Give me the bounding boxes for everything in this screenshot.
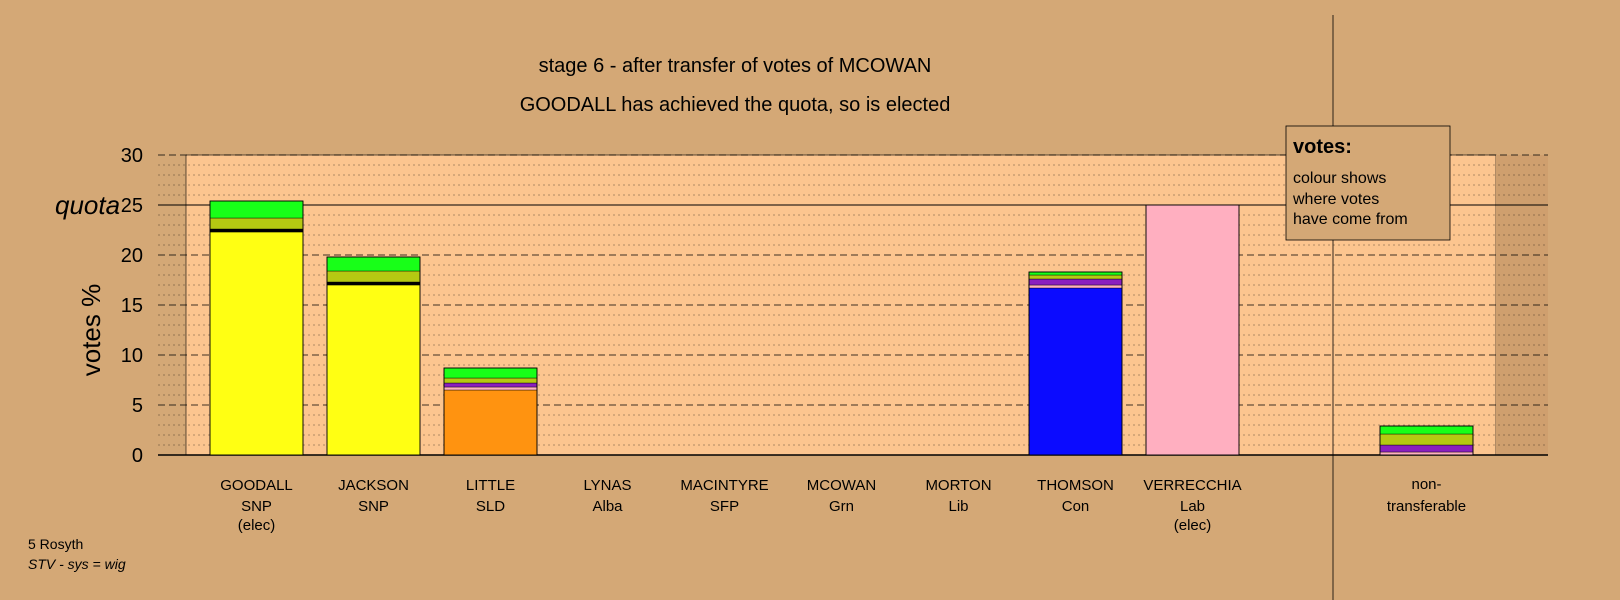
- bar-segment: [1028, 274, 1123, 280]
- constituency-label: 5 Rosyth: [28, 536, 83, 552]
- bar-segment: [443, 386, 538, 391]
- candidate-name: MCOWAN: [807, 477, 876, 494]
- bar-segment: [1028, 271, 1123, 276]
- bar-segment: [443, 367, 538, 379]
- y-tick-label: 30: [121, 145, 143, 167]
- bar-segment-outline: [1028, 271, 1123, 456]
- bar-segment: [1145, 204, 1240, 456]
- legend-line: colour shows: [1293, 170, 1386, 187]
- candidate-name: LITTLE: [466, 477, 515, 494]
- nontransferable-segment: [1379, 425, 1474, 435]
- candidate-status: (elec): [1174, 517, 1212, 534]
- bar-segment-outline: [1145, 204, 1240, 456]
- bar-segment: [209, 231, 304, 456]
- bar-segment: [1028, 278, 1123, 286]
- nontransferable-segment: [1379, 433, 1474, 446]
- y-tick-label: 10: [121, 345, 143, 367]
- chart-subtitle: GOODALL has achieved the quota, so is el…: [520, 94, 951, 116]
- candidate-party: Grn: [829, 498, 854, 515]
- candidate-party: Lab: [1180, 498, 1205, 515]
- candidate-name: LYNAS: [583, 477, 631, 494]
- candidate-name: GOODALL: [220, 477, 293, 494]
- legend-line: where votes: [1292, 191, 1379, 208]
- bar-segment: [209, 200, 304, 219]
- candidate-party: Con: [1062, 498, 1090, 515]
- y-tick-label: 15: [121, 295, 143, 317]
- legend-title: votes:: [1293, 136, 1352, 158]
- bar-segment: [326, 256, 421, 272]
- y-tick-label: 0: [132, 445, 143, 467]
- chart-title: stage 6 - after transfer of votes of MCO…: [539, 55, 932, 77]
- nontransferable-segment-outline: [1379, 425, 1474, 456]
- bars: [209, 200, 1474, 456]
- candidate-name: JACKSON: [338, 477, 409, 494]
- bar-segment: [326, 270, 421, 283]
- candidate-party: SNP: [241, 498, 272, 515]
- y-tick-label: 25: [121, 195, 143, 217]
- y-tick-label: 20: [121, 245, 143, 267]
- nontransferable-label: non-: [1411, 476, 1441, 493]
- bar-segment-outline: [209, 200, 304, 456]
- candidate-status: (elec): [238, 517, 276, 534]
- bar-segment: [443, 377, 538, 384]
- nontransferable-segment: [1379, 451, 1474, 456]
- candidate-labels: GOODALL SNP (elec) JACKSON SNP LITTLE SLD LYNAS…: [220, 476, 1466, 534]
- bar-segment: [443, 389, 538, 456]
- bar-segment: [209, 228, 304, 233]
- candidate-name: MACINTYRE: [680, 477, 768, 494]
- nontransferable-label: transferable: [1387, 498, 1466, 515]
- candidate-party: SNP: [358, 498, 389, 515]
- bar-segment: [1028, 284, 1123, 289]
- y-ticks: 0 5 10 15 20 25 30: [121, 145, 143, 467]
- bar-segment: [326, 281, 421, 286]
- bar-segment: [326, 284, 421, 456]
- system-label: STV - sys = wig: [28, 556, 126, 572]
- candidate-party: SFP: [710, 498, 739, 515]
- legend: votes: colour shows where votes have com…: [1285, 125, 1451, 241]
- legend-line: have come from: [1293, 211, 1408, 228]
- nontransferable-segment: [1379, 444, 1474, 453]
- bar-segment: [443, 382, 538, 388]
- bar-segment: [1028, 287, 1123, 456]
- bar-segment-outline: [326, 256, 421, 456]
- candidate-party: Lib: [948, 498, 968, 515]
- bar-segment-outline: [443, 367, 538, 456]
- candidate-name: THOMSON: [1037, 477, 1114, 494]
- y-axis-label: votes %: [76, 284, 106, 377]
- candidate-name: MORTON: [925, 477, 991, 494]
- quota-label: quota: [55, 190, 120, 220]
- bar-segment: [209, 217, 304, 230]
- candidate-name: VERRECCHIA: [1143, 477, 1241, 494]
- candidate-party: Alba: [592, 498, 623, 515]
- legend-box: [1285, 125, 1451, 241]
- y-tick-label: 5: [132, 395, 143, 417]
- candidate-party: SLD: [476, 498, 505, 515]
